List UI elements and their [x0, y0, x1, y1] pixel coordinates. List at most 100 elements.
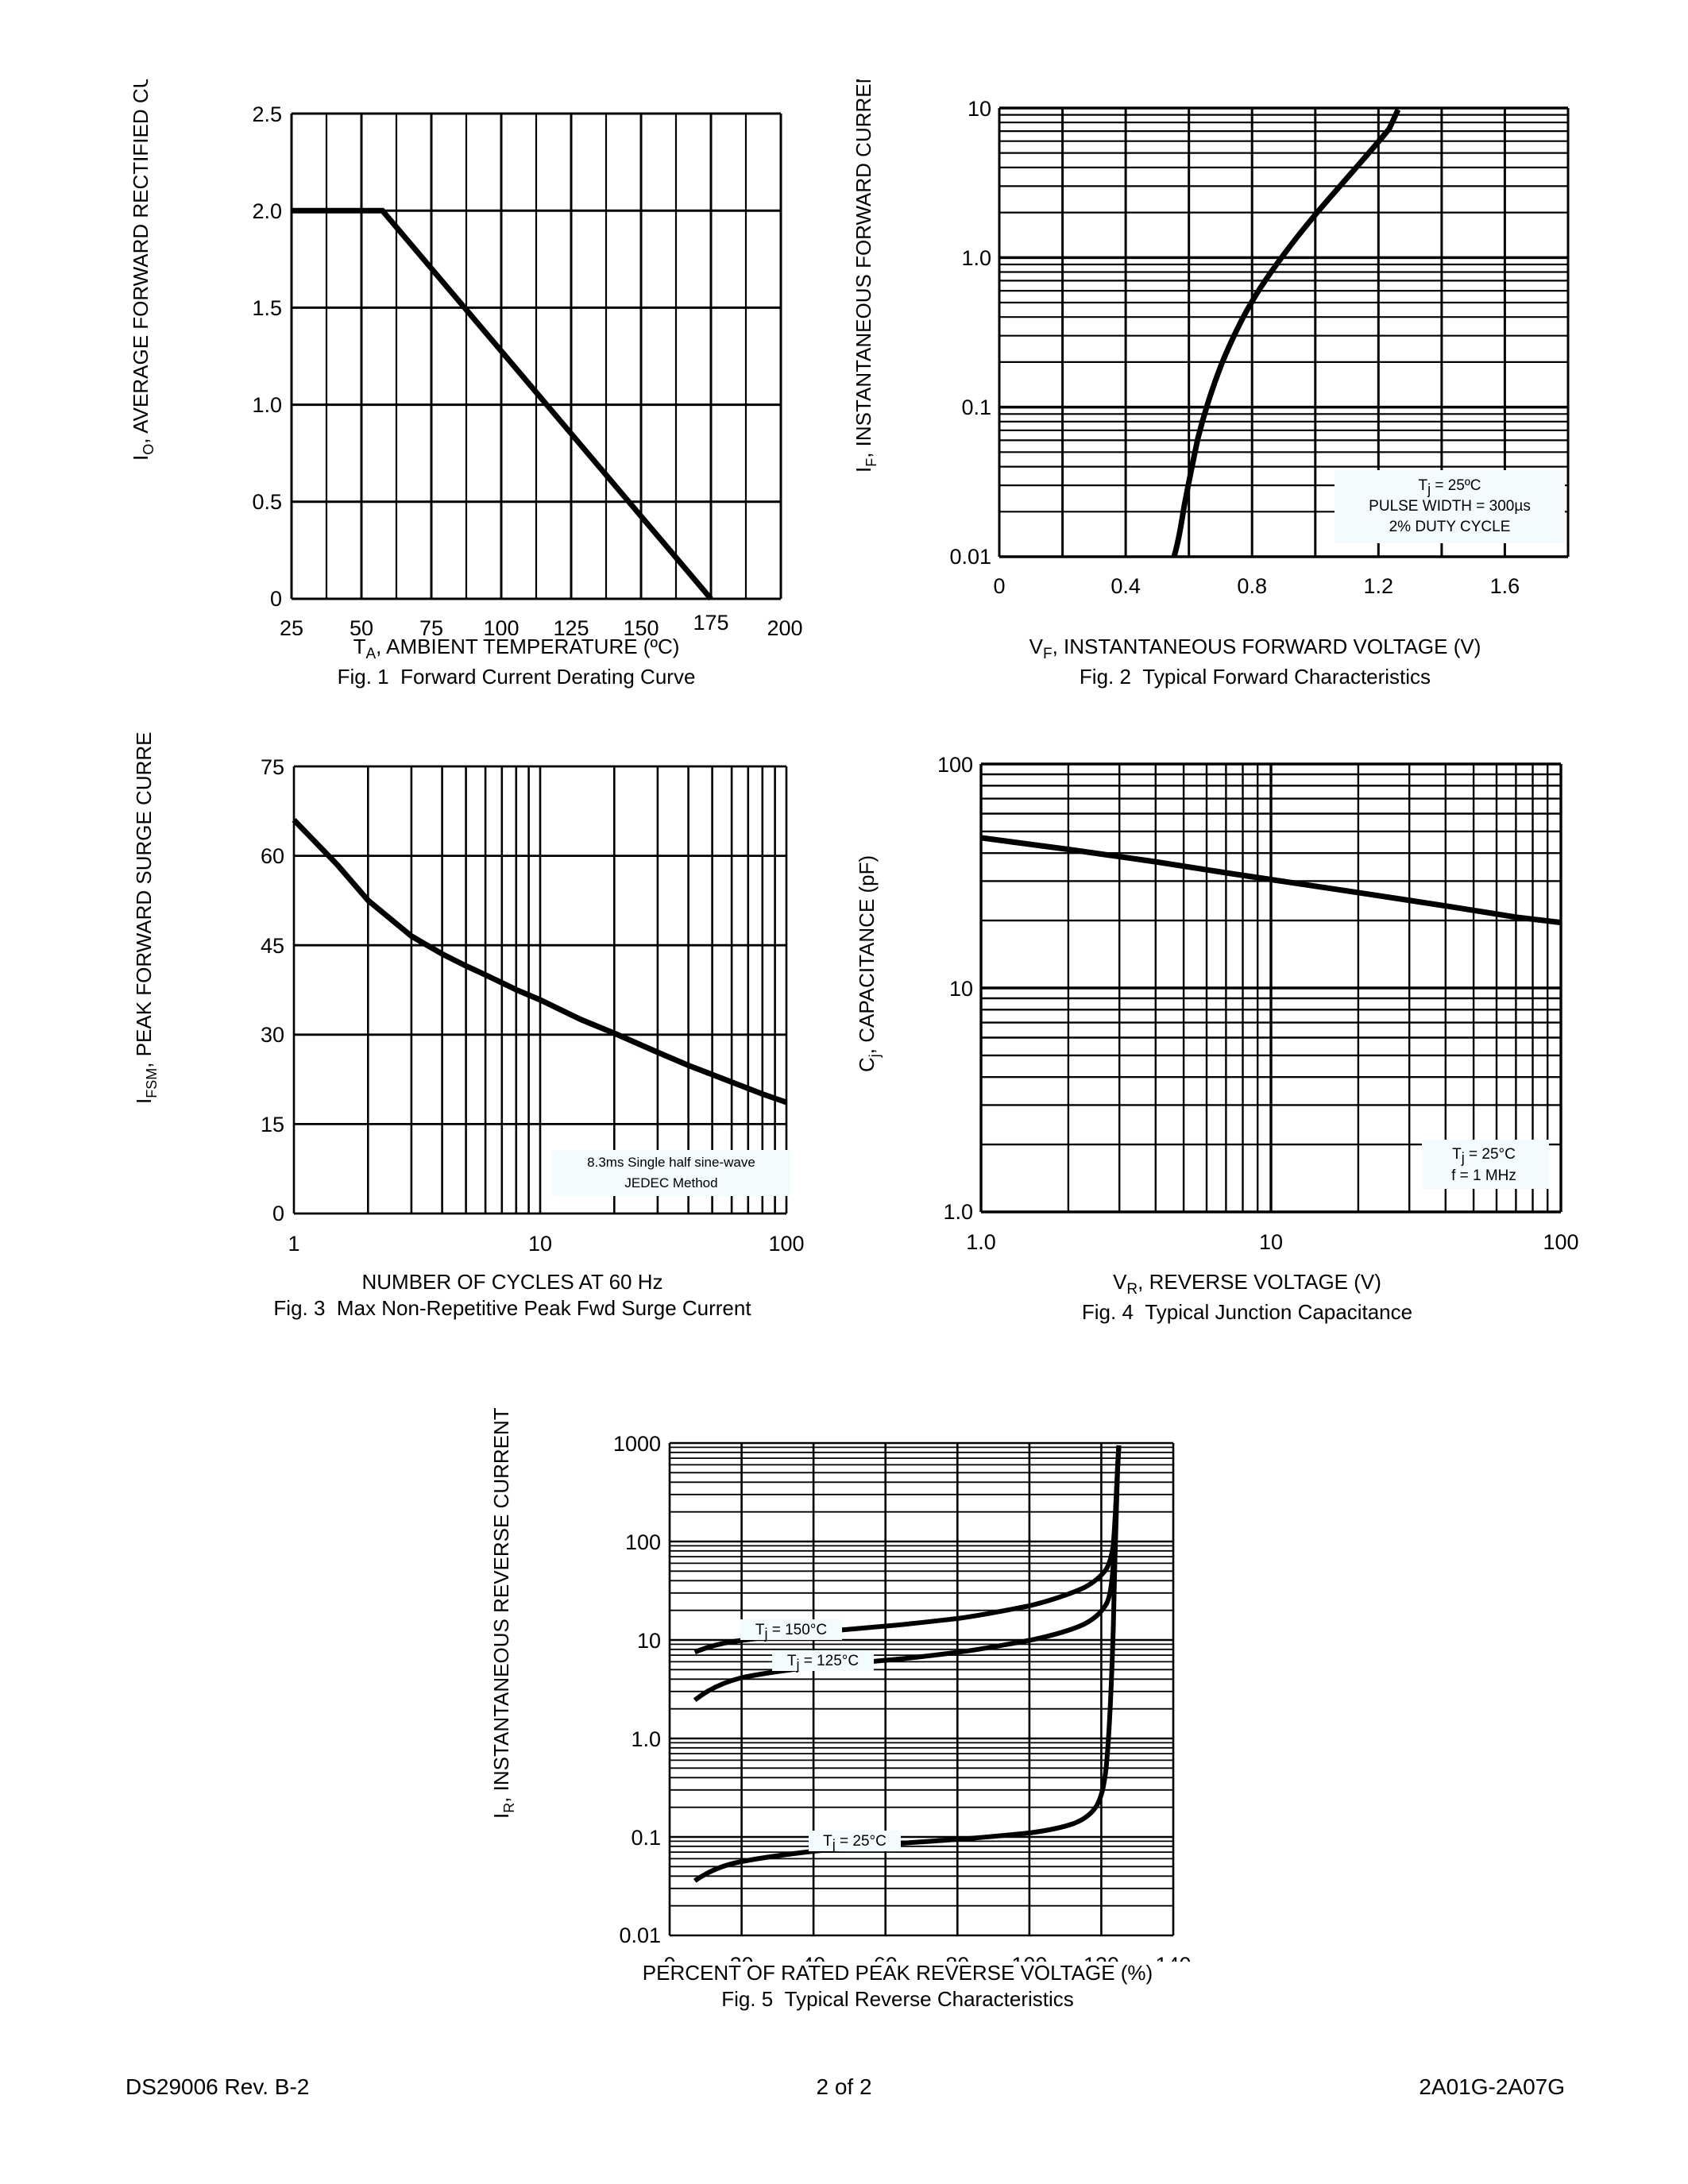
- fig4-plot: Cj, CAPACITANCE (pF): [855, 753, 1579, 1254]
- fig3-xtick-1: 1: [288, 1232, 299, 1256]
- fig5-label-25c: Tj = 25°C: [823, 1833, 886, 1853]
- fig2-ytick-0.1: 0.1: [961, 396, 991, 419]
- fig5-ytick-100: 100: [625, 1530, 661, 1554]
- fig3-curve: [292, 817, 788, 1106]
- fig3-note-line1: 8.3ms Single half sine-wave: [587, 1155, 755, 1170]
- fig3-note-line2: JEDEC Method: [624, 1175, 717, 1190]
- fig5-ytick-0.1: 0.1: [631, 1826, 661, 1850]
- fig1-caption: Fig. 1 Forward Current Derating Curve: [337, 665, 696, 689]
- fig2-ytick-1.0: 1.0: [961, 246, 991, 270]
- fig4-note-line2: f = 1 MHz: [1451, 1167, 1516, 1184]
- fig5-xtick-80: 80: [945, 1953, 969, 1962]
- fig3-ytick-30: 30: [261, 1023, 284, 1047]
- fig3-ytick-15: 15: [261, 1113, 284, 1136]
- fig3-caption: Fig. 3 Max Non-Repetitive Peak Fwd Surge…: [273, 1296, 751, 1320]
- fig2-xtick-1.6: 1.6: [1490, 574, 1520, 598]
- fig5-plot: IR, INSTANTANEOUS REVERSE CURRENT (µA): [489, 1406, 1192, 1962]
- fig4-note-box: Tj = 25°C f = 1 MHz: [1422, 1140, 1549, 1189]
- figure-2: IF, INSTANTANEOUS FORWARD CURRENT (A): [842, 79, 1589, 715]
- fig4-ytick-1.0: 1.0: [943, 1200, 973, 1224]
- fig1-ytick-1.0: 1.0: [252, 393, 282, 417]
- fig5-xtick-0: 0: [663, 1953, 675, 1962]
- fig2-note-line1: Tj = 25ºC: [1418, 477, 1481, 497]
- fig1-xaxis-title: TA, AMBIENT TEMPERATURE (ºC): [353, 635, 680, 663]
- fig4-axes: 100 10 1.0 1.0 10 100: [937, 753, 1579, 1254]
- fig3-ytick-75: 75: [261, 755, 284, 779]
- fig3-ytick-0: 0: [272, 1202, 284, 1225]
- fig1-axes: 2.5 2.0 1.5 1.0 0.5 0 25 50 75 100 125 1…: [252, 102, 802, 635]
- fig2-xtick-1.2: 1.2: [1364, 574, 1394, 598]
- fig4-ytick-10: 10: [949, 977, 973, 1001]
- fig3-axes: 75 60 45 30 15 0 1 10 100: [261, 755, 805, 1256]
- fig2-xtick-0.4: 0.4: [1111, 574, 1141, 598]
- fig1-xtick-200: 200: [767, 616, 802, 635]
- fig1-xtick-75: 75: [419, 616, 443, 635]
- fig3-note-box: 8.3ms Single half sine-wave JEDEC Method: [552, 1150, 790, 1196]
- fig5-ytick-10: 10: [637, 1629, 661, 1653]
- fig4-note-line1: Tj = 25°C: [1452, 1146, 1516, 1166]
- fig2-ytick-0.01: 0.01: [949, 545, 991, 569]
- figure-4: Cj, CAPACITANCE (pF): [842, 731, 1589, 1350]
- fig2-xtick-0: 0: [993, 574, 1005, 598]
- fig4-xtick-1.0: 1.0: [966, 1230, 996, 1254]
- fig5-label-125c: Tj = 125°C: [787, 1653, 859, 1673]
- fig5-xtick-120: 120: [1083, 1953, 1119, 1962]
- fig3-ytick-45: 45: [261, 934, 284, 958]
- fig5-xaxis-title: PERCENT OF RATED PEAK REVERSE VOLTAGE (%…: [642, 1961, 1153, 1985]
- fig3-xtick-100: 100: [768, 1232, 804, 1256]
- fig2-ytick-10: 10: [968, 97, 991, 121]
- fig2-note-line3: 2% DUTY CYCLE: [1389, 519, 1511, 535]
- figure-1: IO, AVERAGE FORWARD RECTIFIED CURRENT (A…: [119, 79, 818, 715]
- figure-3: IFSM, PEAK FORWARD SURGE CURRENT (A): [119, 731, 818, 1350]
- fig3-xaxis-title: NUMBER OF CYCLES AT 60 Hz: [361, 1270, 663, 1294]
- fig1-xtick-25: 25: [280, 616, 303, 635]
- page-footer: DS29006 Rev. B-2 2 of 2 2A01G-2A07G: [0, 2074, 1688, 2122]
- fig2-xaxis-title: VF, INSTANTANEOUS FORWARD VOLTAGE (V): [1029, 635, 1481, 663]
- fig5-xtick-60: 60: [874, 1953, 898, 1962]
- figure-5: IR, INSTANTANEOUS REVERSE CURRENT (µA): [477, 1406, 1223, 2011]
- fig3-ytick-60: 60: [261, 844, 284, 868]
- fig1-xtick-150: 150: [623, 616, 659, 635]
- fig5-xtick-140: 140: [1155, 1953, 1191, 1962]
- fig2-xtick-0.8: 0.8: [1237, 574, 1267, 598]
- fig1-xtick-100: 100: [483, 616, 519, 635]
- fig5-ytick-1000: 1000: [613, 1432, 661, 1456]
- fig1-ytick-1.5: 1.5: [252, 296, 282, 320]
- fig1-curve: [292, 207, 713, 601]
- fig2-curve: [1171, 108, 1401, 558]
- fig2-plot: IF, INSTANTANEOUS FORWARD CURRENT (A): [852, 79, 1570, 598]
- footer-page-number: 2 of 2: [816, 2074, 872, 2099]
- fig1-xtick-50: 50: [350, 616, 373, 635]
- fig3-plot: IFSM, PEAK FORWARD SURGE CURRENT (A): [132, 731, 805, 1256]
- fig1-ylabel: IO, AVERAGE FORWARD RECTIFIED CURRENT (A…: [129, 79, 156, 461]
- fig1-ytick-2.0: 2.0: [252, 199, 282, 223]
- fig4-caption: Fig. 4 Typical Junction Capacitance: [1081, 1300, 1413, 1325]
- fig5-xtick-20: 20: [730, 1953, 754, 1962]
- fig4-curve: [980, 835, 1562, 926]
- fig1-xtick-175: 175: [693, 611, 728, 635]
- fig4-xtick-10: 10: [1259, 1230, 1283, 1254]
- fig5-curve-25c: [693, 1445, 1122, 1883]
- fig3-ylabel: IFSM, PEAK FORWARD SURGE CURRENT (A): [132, 731, 160, 1104]
- fig5-ytick-1.0: 1.0: [631, 1727, 661, 1751]
- fig2-note-box: Tj = 25ºC PULSE WIDTH = 300µs 2% DUTY CY…: [1335, 470, 1565, 543]
- fig5-curve-labels: Tj = 150°C Tj = 125°C Tj = 25°C: [740, 1619, 901, 1853]
- fig4-xaxis-title: VR, REVERSE VOLTAGE (V): [1113, 1270, 1381, 1298]
- footer-doc-id: DS29006 Rev. B-2: [126, 2074, 310, 2099]
- fig5-ylabel: IR, INSTANTANEOUS REVERSE CURRENT (µA): [489, 1406, 517, 1819]
- fig2-note-line2: PULSE WIDTH = 300µs: [1369, 498, 1531, 515]
- fig5-label-150c: Tj = 150°C: [755, 1622, 827, 1642]
- fig1-plot: IO, AVERAGE FORWARD RECTIFIED CURRENT (A…: [129, 79, 803, 635]
- fig3-xtick-10: 10: [528, 1232, 552, 1256]
- fig5-ytick-0.01: 0.01: [619, 1924, 661, 1947]
- fig4-xtick-100: 100: [1543, 1230, 1578, 1254]
- fig5-caption: Fig. 5 Typical Reverse Characteristics: [721, 1987, 1074, 2011]
- fig1-ytick-0.5: 0.5: [252, 490, 282, 514]
- fig4-ylabel: Cj, CAPACITANCE (pF): [855, 855, 883, 1072]
- fig2-caption: Fig. 2 Typical Forward Characteristics: [1079, 665, 1431, 689]
- fig1-xtick-125: 125: [553, 616, 589, 635]
- fig1-ytick-2.5: 2.5: [252, 102, 282, 126]
- fig4-ytick-100: 100: [937, 753, 973, 777]
- fig5-xtick-40: 40: [802, 1953, 825, 1962]
